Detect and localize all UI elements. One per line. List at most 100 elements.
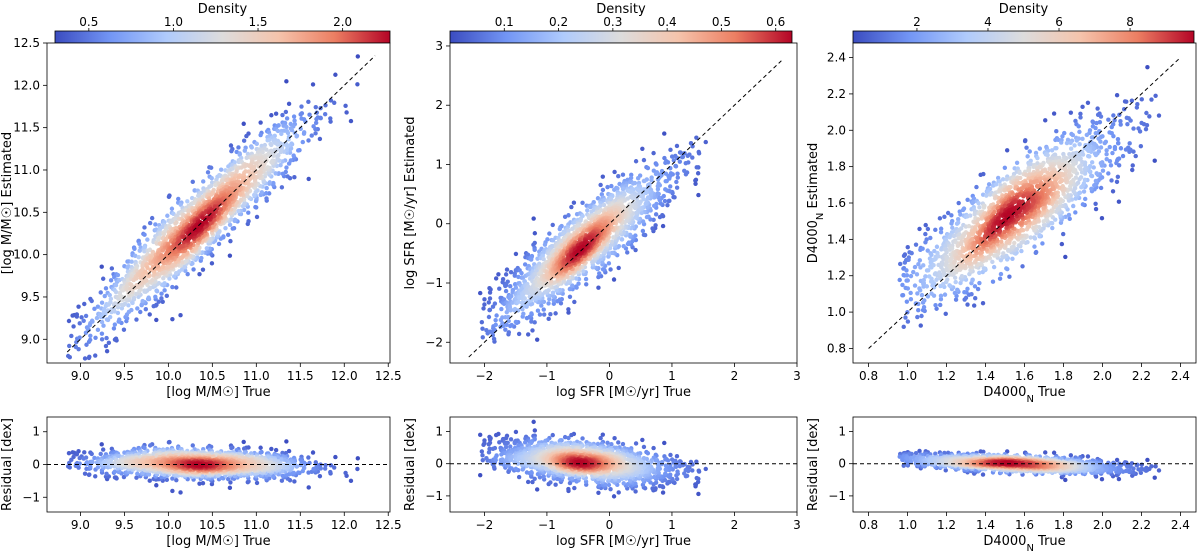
scatter-point <box>271 180 276 186</box>
scatter-point <box>512 273 517 278</box>
residual-point <box>333 454 338 460</box>
scatter-point <box>583 276 589 282</box>
scatter-point <box>238 191 243 196</box>
scatter-point <box>258 156 264 161</box>
residual-point <box>241 446 247 451</box>
scatter-point <box>655 187 661 192</box>
scatter-point <box>216 241 222 247</box>
scatter-point <box>567 294 573 299</box>
scatter-point <box>606 261 612 266</box>
scatter-point <box>532 231 538 236</box>
scatter-point <box>153 222 158 227</box>
scatter-point <box>79 315 84 320</box>
main-ytick-label: 1 <box>435 157 443 171</box>
scatter-point <box>685 153 690 158</box>
main-ylabel: log SFR [M☉/yr] Estimated <box>403 116 418 289</box>
residual-point <box>246 479 251 484</box>
scatter-point <box>640 228 646 234</box>
scatter-point <box>253 204 258 210</box>
residual-point <box>135 471 140 476</box>
scatter-point <box>541 312 547 317</box>
scatter-point <box>183 268 188 273</box>
residual-xtick-label: 9.5 <box>115 518 134 532</box>
scatter-point <box>291 114 297 119</box>
main-ytick-label: 9.5 <box>21 290 40 304</box>
scatter-point <box>280 112 285 118</box>
scatter-point <box>228 143 234 148</box>
scatter-point <box>87 354 92 359</box>
scatter-point <box>493 322 498 328</box>
scatter-point <box>269 142 274 148</box>
scatter-point <box>136 254 141 260</box>
scatter-point <box>654 162 659 167</box>
scatter-point <box>186 209 191 214</box>
scatter-point <box>142 249 147 254</box>
residual-point <box>90 459 95 465</box>
scatter-point <box>236 208 241 214</box>
scatter-point <box>673 163 678 169</box>
residual-point <box>66 450 72 456</box>
scatter-point <box>557 226 562 232</box>
main-xtick-label: 0 <box>606 369 614 383</box>
scatter-point <box>653 223 658 228</box>
residual-point <box>87 472 92 477</box>
scatter-point <box>82 301 87 307</box>
scatter-point <box>348 118 354 124</box>
scatter-point <box>516 299 521 305</box>
scatter-point <box>228 210 233 216</box>
residual-point <box>74 452 80 457</box>
scatter-point <box>693 181 698 186</box>
scatter-point <box>508 283 513 289</box>
scatter-point <box>145 282 150 288</box>
main-xtick-label: −2 <box>476 369 494 383</box>
scatter-point <box>185 271 190 277</box>
residual-xlabel: [log M/M☉] True <box>166 534 270 549</box>
colorbar-tick-label: 1.0 <box>164 15 183 29</box>
main-xlabel: [log M/M☉] True <box>166 385 270 400</box>
scatter-point <box>134 317 139 322</box>
scatter-point <box>310 82 316 87</box>
scatter-point <box>641 157 647 163</box>
scatter-point <box>306 176 311 182</box>
scatter-point <box>314 110 320 115</box>
scatter-point <box>149 215 155 221</box>
scatter-point <box>512 306 518 312</box>
residual-panel: 9.0 9.5 10.0 10.5 11.0 11.5 12.0 12.5−101[log M… <box>0 416 402 549</box>
main-ytick-label: 9.0 <box>21 332 40 346</box>
main-scatter-points <box>65 54 361 361</box>
scatter-point <box>296 148 301 153</box>
scatter-point <box>230 226 235 231</box>
scatter-point <box>662 198 668 204</box>
residual-point <box>77 455 82 461</box>
scatter-point <box>675 171 680 176</box>
scatter-point <box>95 304 101 309</box>
scatter-point <box>328 119 333 124</box>
colorbar-gradient <box>54 30 391 44</box>
scatter-point <box>633 247 638 253</box>
scatter-point <box>522 296 527 301</box>
scatter-point <box>179 243 184 249</box>
scatter-point <box>555 299 560 304</box>
scatter-point <box>160 264 166 269</box>
scatter-point <box>482 302 487 307</box>
residual-point <box>170 476 175 481</box>
scatter-point <box>115 310 121 316</box>
scatter-point <box>174 270 179 276</box>
scatter-point <box>74 339 79 345</box>
main-ytick-label: −1 <box>425 276 443 290</box>
colorbar-tick-label: 0.5 <box>79 15 98 29</box>
scatter-point <box>600 267 606 272</box>
main-ytick-label: 0 <box>435 217 443 231</box>
scatter-point <box>200 267 206 272</box>
scatter-point <box>521 311 526 317</box>
scatter-point <box>678 150 683 155</box>
scatter-point <box>284 165 289 170</box>
scatter-point <box>683 160 688 166</box>
colorbar-tick-label: 0.1 <box>495 15 514 29</box>
scatter-point <box>332 100 337 105</box>
scatter-point <box>205 170 211 175</box>
scatter-point <box>226 232 231 238</box>
residual-ytick-label: 1 <box>32 425 40 439</box>
